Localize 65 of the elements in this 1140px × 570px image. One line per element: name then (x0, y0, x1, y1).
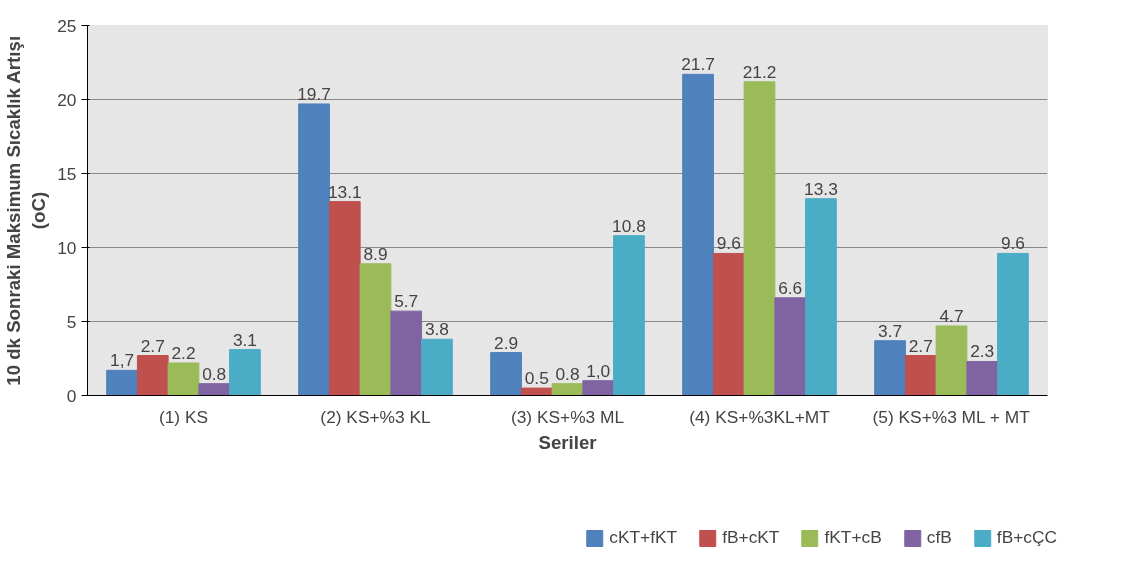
y-axis-title: 10 dk Sonraki Maksimum Sıcaklık Artışı (oC) (3, 35, 50, 386)
data-label: 0.8 (202, 363, 227, 384)
x-tick-label: (4) KS+%3KL+MT (689, 406, 831, 427)
bar (421, 338, 453, 396)
bar (520, 387, 553, 396)
data-label: 4.7 (939, 305, 964, 326)
bar (490, 352, 522, 396)
x-axis-title: Seriler (538, 431, 597, 453)
bar (682, 73, 714, 396)
bar (805, 198, 837, 396)
x-tick-label: (2) KS+%3 KL (320, 406, 431, 427)
x-tick-label: (1) KS (158, 406, 209, 427)
data-label: 2.7 (140, 335, 165, 356)
bar (390, 310, 423, 396)
bar (743, 81, 776, 396)
data-label: 3.7 (878, 320, 903, 341)
bar (774, 297, 807, 396)
data-label: 5.7 (394, 291, 419, 312)
y-tick-label: 15 (57, 163, 77, 184)
bar (874, 340, 906, 396)
x-tick-label: (5) KS+%3 ML + MT (872, 406, 1031, 427)
bar (359, 263, 392, 396)
data-label: 13.3 (804, 178, 838, 199)
bar (136, 355, 169, 396)
legend-label: fB+cKT (722, 527, 780, 548)
y-tick-label: 20 (57, 89, 77, 110)
data-label: 1,7 (110, 350, 135, 371)
bar (167, 362, 200, 396)
x-tick-label: (3) KS+%3 ML (510, 406, 625, 427)
bar (328, 201, 361, 396)
y-tick-label: 10 (57, 237, 77, 258)
data-label: 2.3 (970, 341, 995, 362)
y-tick-label: 25 (57, 15, 77, 36)
legend-label: fB+cÇC (996, 527, 1057, 548)
data-label: 19.7 (297, 83, 331, 104)
data-label: 0.8 (555, 363, 580, 384)
bar (551, 383, 584, 396)
data-label: 2.2 (171, 342, 196, 363)
data-label: 10.8 (612, 215, 646, 236)
bar (997, 252, 1029, 396)
data-label: 21.2 (742, 61, 777, 82)
bar (298, 103, 330, 396)
bar (198, 383, 231, 396)
data-label: 6.6 (778, 277, 803, 298)
data-label: 8.9 (363, 243, 388, 264)
data-label: 3.1 (232, 329, 257, 350)
bar (106, 369, 138, 396)
bar (613, 235, 645, 396)
legend-label: fKT+cB (824, 527, 882, 548)
bar (712, 252, 745, 396)
bar (904, 355, 937, 396)
bar (935, 325, 968, 396)
bar (229, 349, 261, 396)
bar (582, 380, 615, 396)
data-label: 2.9 (494, 332, 519, 353)
data-label: 0.5 (524, 368, 549, 389)
y-tick-label: 0 (66, 385, 77, 406)
data-label: 21.7 (681, 54, 715, 75)
data-label: 2.7 (908, 335, 933, 356)
y-tick-label: 5 (66, 311, 77, 332)
legend-label: cKT+fKT (609, 527, 678, 548)
data-label: 3.8 (424, 319, 449, 340)
legend-label: cfB (926, 527, 952, 548)
data-label: 1,0 (586, 360, 611, 381)
bar (966, 360, 999, 396)
